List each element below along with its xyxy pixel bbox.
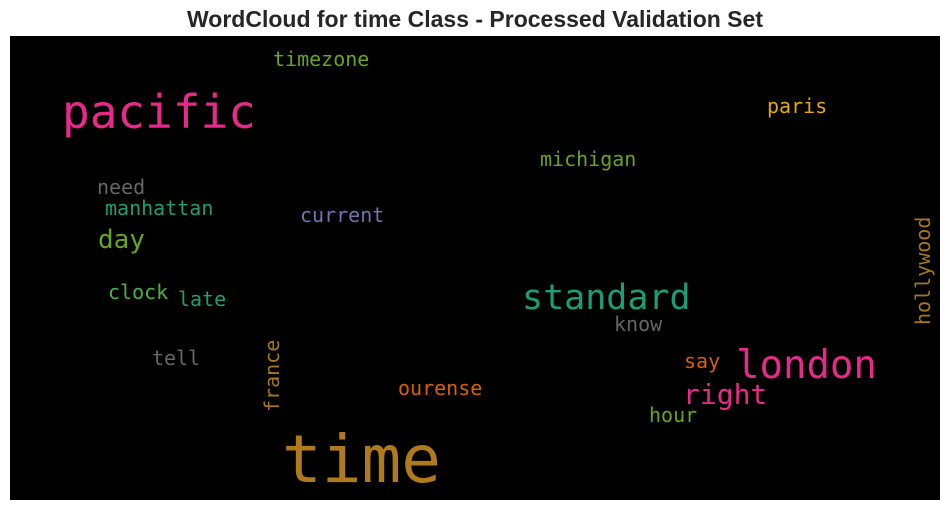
word-manhattan: manhattan [105, 196, 214, 220]
word-pacific: pacific [62, 85, 256, 139]
word-timezone: timezone [273, 47, 370, 71]
word-france: france [260, 339, 284, 412]
word-london: london [736, 343, 877, 388]
word-late: late [178, 287, 227, 311]
word-right: right [683, 378, 768, 411]
word-ourense: ourense [398, 376, 483, 400]
word-standard: standard [522, 278, 691, 318]
word-michigan: michigan [540, 147, 637, 171]
word-know: know [614, 312, 663, 336]
word-tell: tell [152, 346, 201, 370]
word-need: need [97, 175, 146, 199]
word-say: say [684, 349, 721, 373]
word-clock: clock [108, 280, 169, 304]
word-hollywood: hollywood [911, 216, 935, 325]
word-day: day [98, 225, 145, 255]
word-paris: paris [767, 94, 828, 118]
wordcloud-canvas: time pacific london standard right day t… [10, 36, 940, 500]
word-current: current [300, 203, 385, 227]
word-time: time [282, 421, 441, 498]
word-hour: hour [649, 403, 698, 427]
chart-title: WordCloud for time Class - Processed Val… [187, 6, 763, 32]
